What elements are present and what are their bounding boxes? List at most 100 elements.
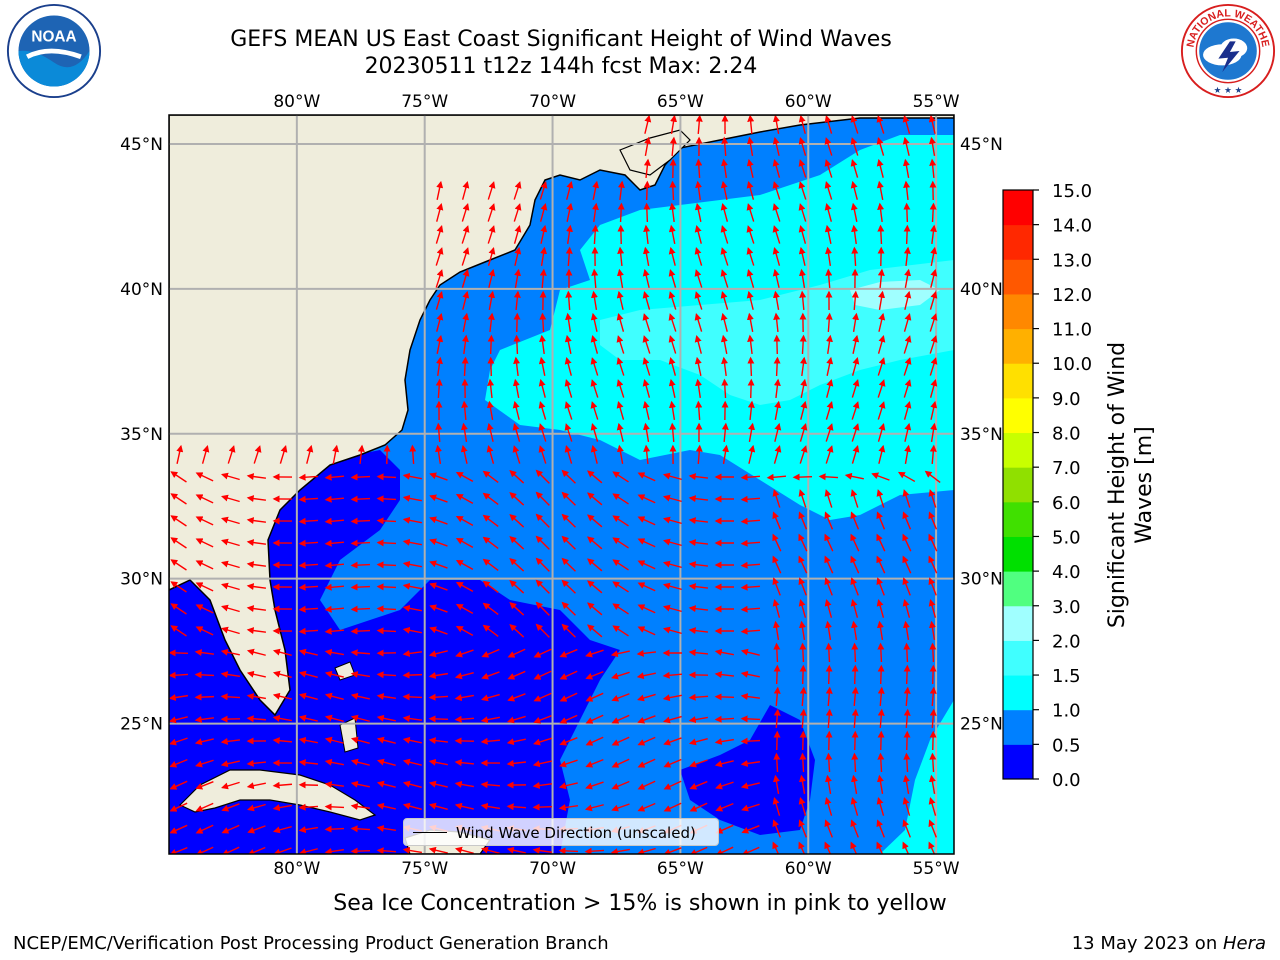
wave-direction-arrow — [668, 246, 676, 266]
wave-direction-arrow — [561, 469, 576, 484]
wave-direction-arrow — [669, 422, 677, 443]
wave-direction-arrow — [929, 708, 937, 729]
wave-direction-arrow — [851, 423, 860, 442]
wave-direction-arrow — [195, 560, 214, 570]
wave-direction-arrow — [616, 422, 624, 442]
wave-direction-arrow — [429, 626, 448, 635]
wave-direction-arrow — [772, 225, 781, 244]
wave-direction-arrow — [535, 557, 550, 572]
colorbar-tick-label: 13.0 — [1052, 250, 1092, 271]
wave-direction-arrow — [298, 714, 318, 722]
wave-direction-arrow — [246, 561, 267, 569]
wave-direction-arrow — [539, 268, 547, 289]
wave-direction-arrow — [587, 470, 603, 484]
lat-label-right: 25°N — [960, 715, 1003, 735]
wave-direction-arrow — [876, 577, 885, 596]
wave-direction-arrow — [221, 560, 240, 569]
wave-direction-arrow — [462, 312, 470, 332]
wave-direction-arrow — [850, 819, 859, 838]
wave-direction-arrow — [637, 758, 656, 768]
wave-direction-arrow — [176, 444, 184, 464]
wave-direction-arrow — [772, 577, 781, 596]
wave-direction-arrow — [454, 802, 474, 810]
wave-direction-arrow — [298, 539, 319, 547]
wave-direction-arrow — [402, 494, 422, 502]
wave-direction-arrow — [824, 598, 833, 618]
wave-direction-arrow — [350, 473, 371, 481]
colorbar-block — [1003, 259, 1033, 295]
wave-direction-arrow — [455, 581, 474, 592]
wave-direction-arrow — [559, 670, 578, 680]
wave-direction-arrow — [350, 583, 371, 591]
wave-direction-arrow — [402, 802, 422, 810]
wave-direction-arrow — [825, 620, 832, 640]
wave-direction-arrow — [298, 826, 318, 834]
wave-direction-arrow — [480, 802, 500, 810]
wave-direction-arrow — [533, 737, 552, 746]
wave-direction-arrow — [246, 782, 266, 790]
wave-direction-arrow — [929, 291, 938, 310]
wave-direction-arrow — [741, 803, 760, 812]
wave-direction-arrow — [928, 511, 938, 530]
wave-direction-arrow — [587, 558, 603, 572]
wave-direction-arrow — [740, 670, 760, 678]
wave-direction-arrow — [722, 444, 730, 464]
wave-direction-arrow — [642, 400, 650, 420]
colorbar-block — [1003, 709, 1033, 745]
wave-direction-arrow — [350, 539, 371, 547]
wave-direction-arrow — [460, 444, 468, 464]
wave-direction-arrow — [824, 181, 833, 200]
wave-direction-arrow — [221, 472, 240, 481]
lat-label-left: 25°N — [120, 715, 163, 735]
wave-direction-arrow — [876, 489, 885, 508]
wave-direction-arrow — [246, 605, 267, 613]
wave-direction-arrow — [876, 774, 884, 794]
wave-direction-arrow — [798, 137, 807, 156]
wave-direction-arrow — [436, 334, 444, 354]
wave-direction-arrow — [435, 247, 444, 266]
wave-direction-arrow — [512, 400, 520, 420]
wave-direction-arrow — [461, 203, 470, 222]
wave-direction-arrow — [539, 202, 548, 222]
wave-direction-arrow — [506, 846, 526, 854]
wave-direction-arrow — [637, 802, 656, 812]
wave-direction-arrow — [714, 693, 735, 701]
wave-direction-arrow — [798, 268, 806, 288]
colorbar-block — [1003, 640, 1033, 676]
wave-direction-arrow — [591, 268, 599, 289]
wave-direction-arrow — [435, 225, 444, 244]
wave-direction-arrow — [688, 649, 709, 657]
wave-direction-arrow — [612, 559, 629, 571]
wave-direction-arrow — [324, 605, 345, 613]
wave-direction-arrow — [902, 797, 911, 816]
wave-direction-arrow — [350, 495, 371, 503]
wave-direction-arrow — [800, 400, 808, 420]
wave-direction-arrow — [928, 533, 938, 552]
wave-direction-arrow — [694, 247, 703, 266]
wave-direction-arrow — [720, 291, 729, 310]
wave-direction-arrow — [454, 694, 474, 702]
wave-direction-arrow — [904, 444, 912, 464]
wave-direction-arrow — [818, 473, 839, 481]
wave-direction-arrow — [799, 290, 807, 311]
wave-direction-arrow — [669, 202, 677, 223]
wave-direction-arrow — [482, 536, 499, 549]
wave-direction-arrow — [221, 781, 240, 790]
wave-direction-arrow — [509, 491, 525, 506]
wave-direction-arrow — [480, 693, 500, 702]
wave-direction-arrow — [590, 334, 599, 354]
wave-direction-arrow — [850, 202, 858, 222]
wave-direction-arrow — [532, 760, 552, 768]
wave-direction-arrow — [616, 444, 624, 464]
wave-direction-arrow — [903, 730, 911, 751]
wave-direction-arrow — [616, 335, 625, 354]
wave-direction-arrow — [350, 649, 371, 657]
wave-direction-arrow — [564, 445, 573, 464]
wave-direction-arrow — [773, 730, 781, 751]
wave-direction-arrow — [612, 603, 629, 615]
wave-direction-arrow — [876, 533, 886, 552]
wave-direction-arrow — [876, 841, 884, 854]
nws-logo-icon: NATIONAL WEATHER SERVICE ★ ★ ★ — [1180, 3, 1276, 99]
wave-direction-arrow — [929, 202, 937, 223]
wave-direction-arrow — [746, 312, 754, 332]
